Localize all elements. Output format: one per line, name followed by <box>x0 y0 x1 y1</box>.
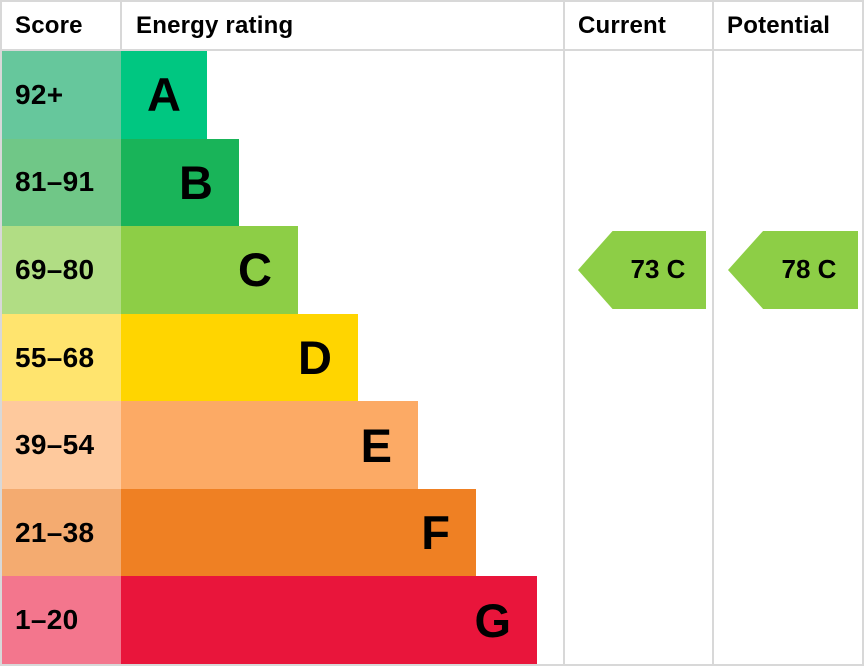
band-score-cell: 21–38 <box>2 488 121 577</box>
potential-column-header: Potential <box>727 11 831 39</box>
band-row: 92+ A <box>2 51 862 139</box>
band-letter: D <box>298 331 332 385</box>
band-row: 69–80 C 73 C 78 C <box>2 226 862 314</box>
band-letter: A <box>147 68 181 122</box>
band-rows: 92+ A 81–91 B 69–80 C 73 C 78 C 55–68 <box>2 51 862 664</box>
score-column-header: Score <box>15 11 83 39</box>
current-column-divider <box>563 2 565 664</box>
band-bar: E <box>121 401 418 489</box>
band-score-cell: 92+ <box>2 51 121 139</box>
band-letter: F <box>421 506 450 560</box>
current-column-header: Current <box>578 11 667 39</box>
band-letter: E <box>360 418 392 472</box>
band-row: 81–91 B <box>2 138 862 227</box>
potential-rating-arrow: 78 C <box>728 230 858 309</box>
energy-rating-column-header: Energy rating <box>136 11 294 39</box>
band-score-cell: 55–68 <box>2 313 121 402</box>
band-bar: C <box>121 226 298 314</box>
band-bar: G <box>121 576 537 664</box>
band-score-cell: 39–54 <box>2 401 121 489</box>
band-score-cell: 1–20 <box>2 576 121 664</box>
band-score-cell: 69–80 <box>2 226 121 314</box>
band-bar: A <box>121 51 207 139</box>
band-row: 1–20 G <box>2 576 862 664</box>
band-bar: B <box>121 138 239 227</box>
band-letter: G <box>474 593 511 647</box>
band-row: 39–54 E <box>2 401 862 489</box>
current-rating-value: 73 C <box>630 254 686 285</box>
chart-header: Score Energy rating Current Potential <box>2 2 862 51</box>
band-bar: D <box>121 313 358 402</box>
band-row: 21–38 F <box>2 488 862 577</box>
band-row: 55–68 D <box>2 313 862 402</box>
current-rating-arrow: 73 C <box>578 230 706 309</box>
band-letter: C <box>238 243 272 297</box>
band-letter: B <box>179 155 213 209</box>
potential-column-divider <box>712 2 714 664</box>
band-score-cell: 81–91 <box>2 138 121 227</box>
potential-rating-value: 78 C <box>781 254 837 285</box>
band-bar: F <box>121 488 476 577</box>
score-rating-column-divider <box>120 2 122 49</box>
